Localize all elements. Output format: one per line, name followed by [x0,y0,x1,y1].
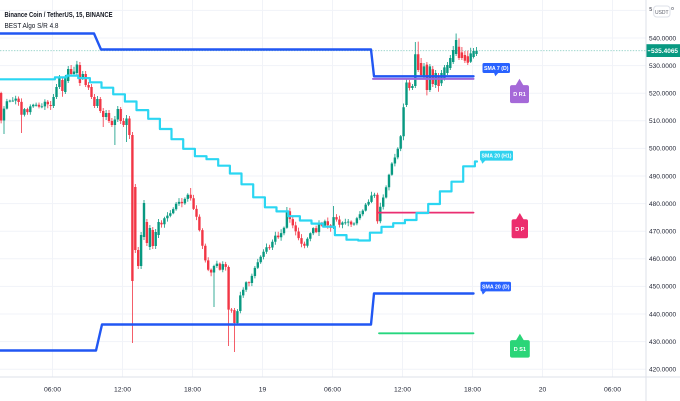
svg-text:0: 0 [671,6,674,11]
svg-text:520.0000: 520.0000 [649,91,676,98]
svg-text:20: 20 [539,387,547,394]
svg-text:510.0000: 510.0000 [649,118,676,125]
svg-text:535.4065: 535.4065 [651,48,678,55]
svg-text:Binance Coin / TetherUS, 15, B: Binance Coin / TetherUS, 15, BINANCE [5,10,113,19]
svg-text:460.0000: 460.0000 [649,256,676,263]
svg-text:490.0000: 490.0000 [649,173,676,180]
svg-text:18:00: 18:00 [184,387,201,394]
svg-text:12:00: 12:00 [394,387,411,394]
svg-text:SMA 20 (H1): SMA 20 (H1) [482,154,512,160]
svg-text:D R1: D R1 [513,92,526,98]
svg-text:06:00: 06:00 [604,387,621,394]
svg-text:500.0000: 500.0000 [649,146,676,153]
svg-text:480.0000: 480.0000 [649,201,676,208]
svg-text:470.0000: 470.0000 [649,229,676,236]
svg-text:D S1: D S1 [514,347,526,353]
svg-text:SMA 20 (D): SMA 20 (D) [482,285,510,291]
svg-text:440.0000: 440.0000 [649,311,676,318]
svg-text:USDT: USDT [655,10,669,16]
svg-text:SMA 7 (D): SMA 7 (D) [484,66,509,72]
svg-text:19: 19 [259,387,267,394]
svg-text:06:00: 06:00 [324,387,341,394]
svg-text:5: 5 [649,7,652,13]
svg-text:06:00: 06:00 [44,387,61,394]
svg-text:BEST Algo S/R 4.8: BEST Algo S/R 4.8 [5,21,59,30]
svg-text:18:00: 18:00 [464,387,481,394]
svg-text:420.0000: 420.0000 [649,367,676,374]
svg-text:430.0000: 430.0000 [649,339,676,346]
svg-text:D P: D P [515,227,525,233]
svg-text:12:00: 12:00 [114,387,131,394]
svg-text:450.0000: 450.0000 [649,284,676,291]
svg-text:540.0000: 540.0000 [649,35,676,42]
svg-text:530.0000: 530.0000 [649,63,676,70]
